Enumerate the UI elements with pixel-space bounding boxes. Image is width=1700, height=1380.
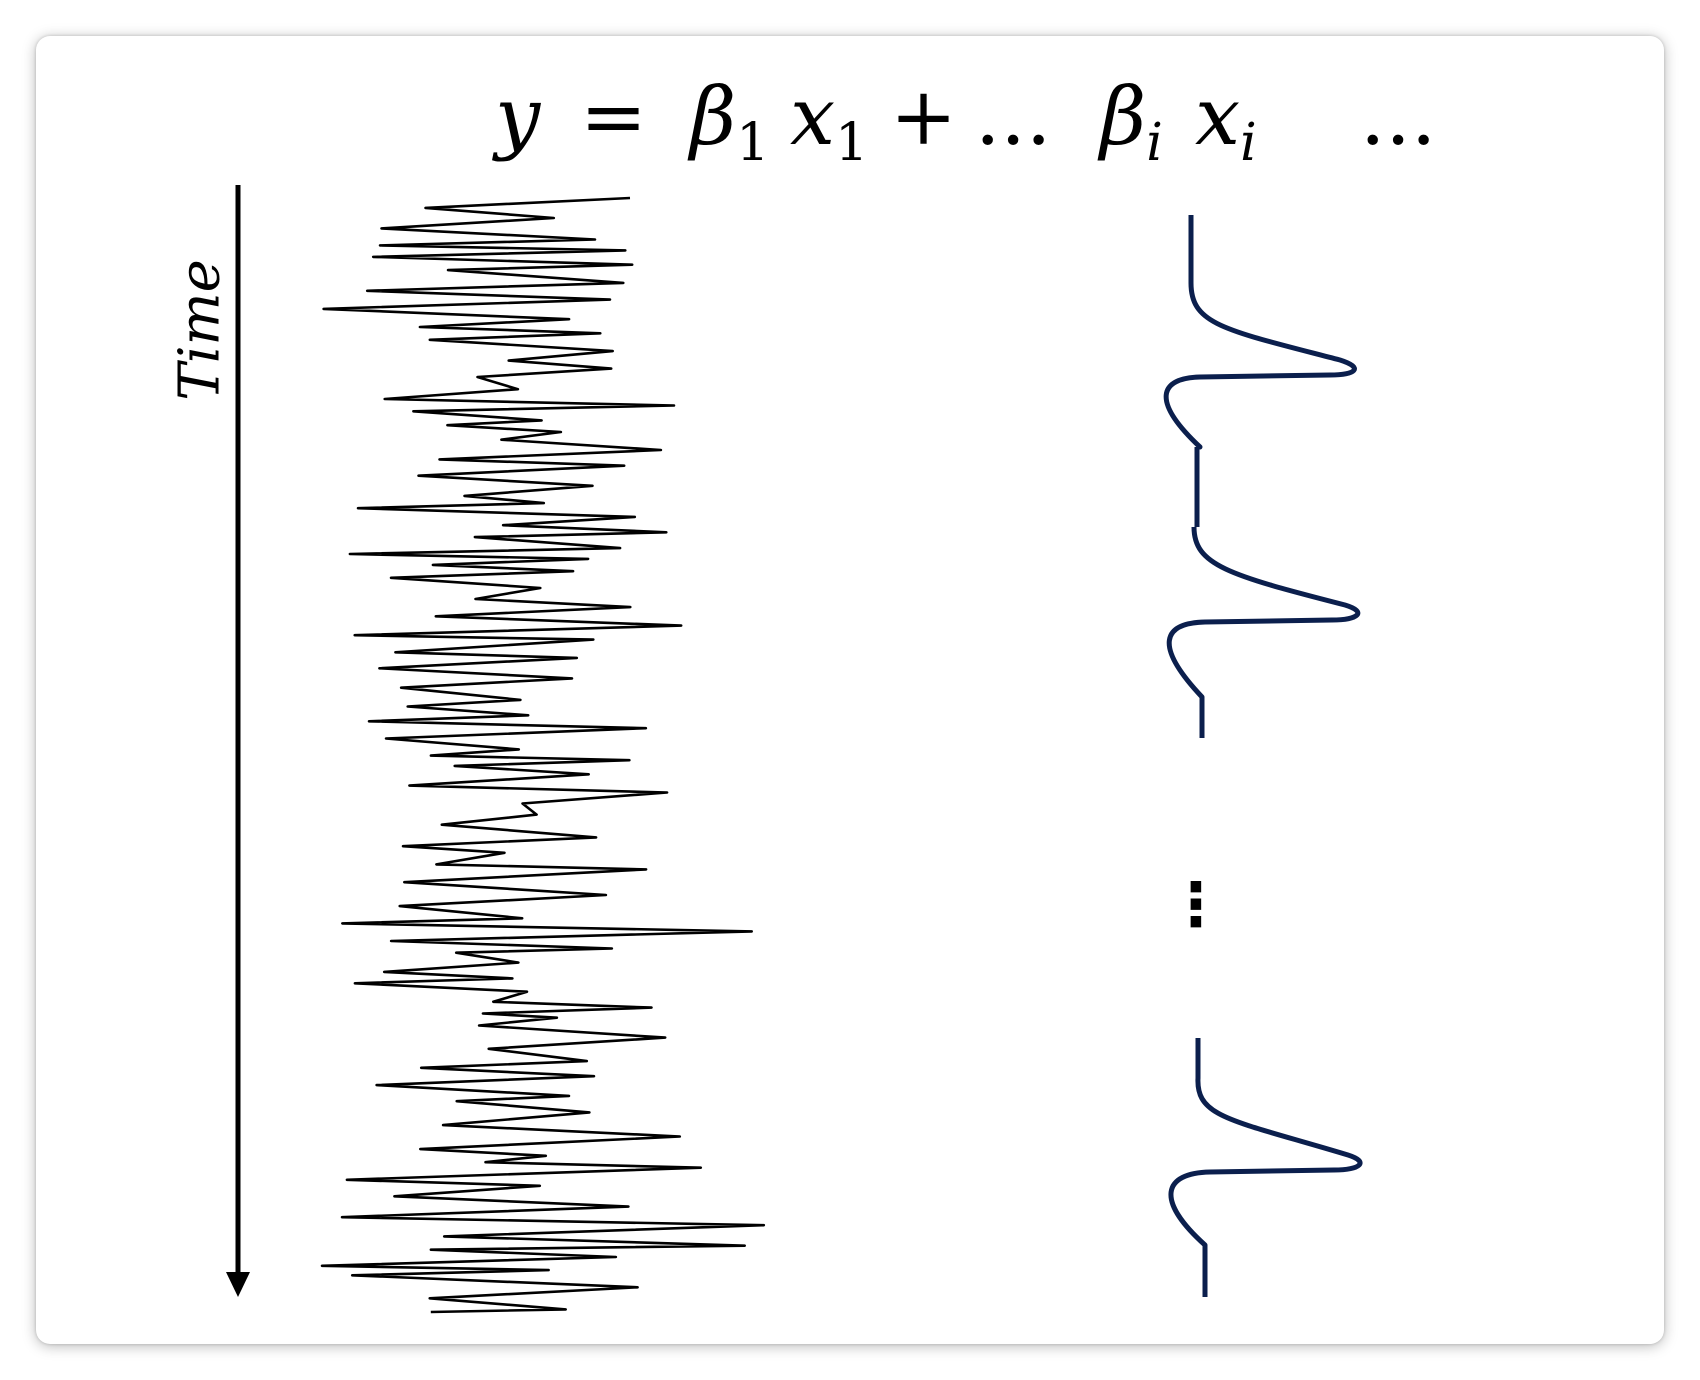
time-arrow-head bbox=[226, 1272, 250, 1297]
beta-symbol: β bbox=[1100, 70, 1147, 163]
bold-signal-trace bbox=[320, 196, 766, 1314]
x-subscript: 1 bbox=[835, 113, 869, 173]
regressor-segment-middle bbox=[1166, 526, 1361, 738]
equation-x-1: x1 bbox=[790, 62, 868, 198]
regressor-segment-bottom bbox=[1168, 1038, 1363, 1297]
x-subscript: i bbox=[1240, 113, 1257, 173]
equation-plus: + bbox=[890, 70, 958, 163]
x-symbol: x bbox=[790, 70, 836, 163]
beta-subscript: 1 bbox=[736, 113, 770, 173]
equation-x-i: xi bbox=[1195, 62, 1257, 198]
regressor-column bbox=[1163, 215, 1363, 1297]
beta-symbol: β bbox=[690, 70, 737, 163]
vertical-ellipsis: ⋮ bbox=[1166, 870, 1226, 940]
equation-beta-1: β1 bbox=[690, 62, 769, 198]
regressor-segment-top bbox=[1163, 215, 1357, 450]
beta-subscript: i bbox=[1146, 113, 1163, 173]
equation-ellipsis-1: ... bbox=[975, 70, 1052, 163]
figure-card bbox=[36, 36, 1664, 1344]
equation-beta-i: βi bbox=[1100, 62, 1163, 198]
glm-equation: y = β1 x1 + ... βi xi ... bbox=[0, 62, 1700, 173]
equation-ellipsis-2: ... bbox=[1360, 70, 1437, 163]
x-symbol: x bbox=[1195, 70, 1241, 163]
equation-y: y bbox=[495, 70, 541, 163]
equation-equals: = bbox=[580, 70, 648, 163]
